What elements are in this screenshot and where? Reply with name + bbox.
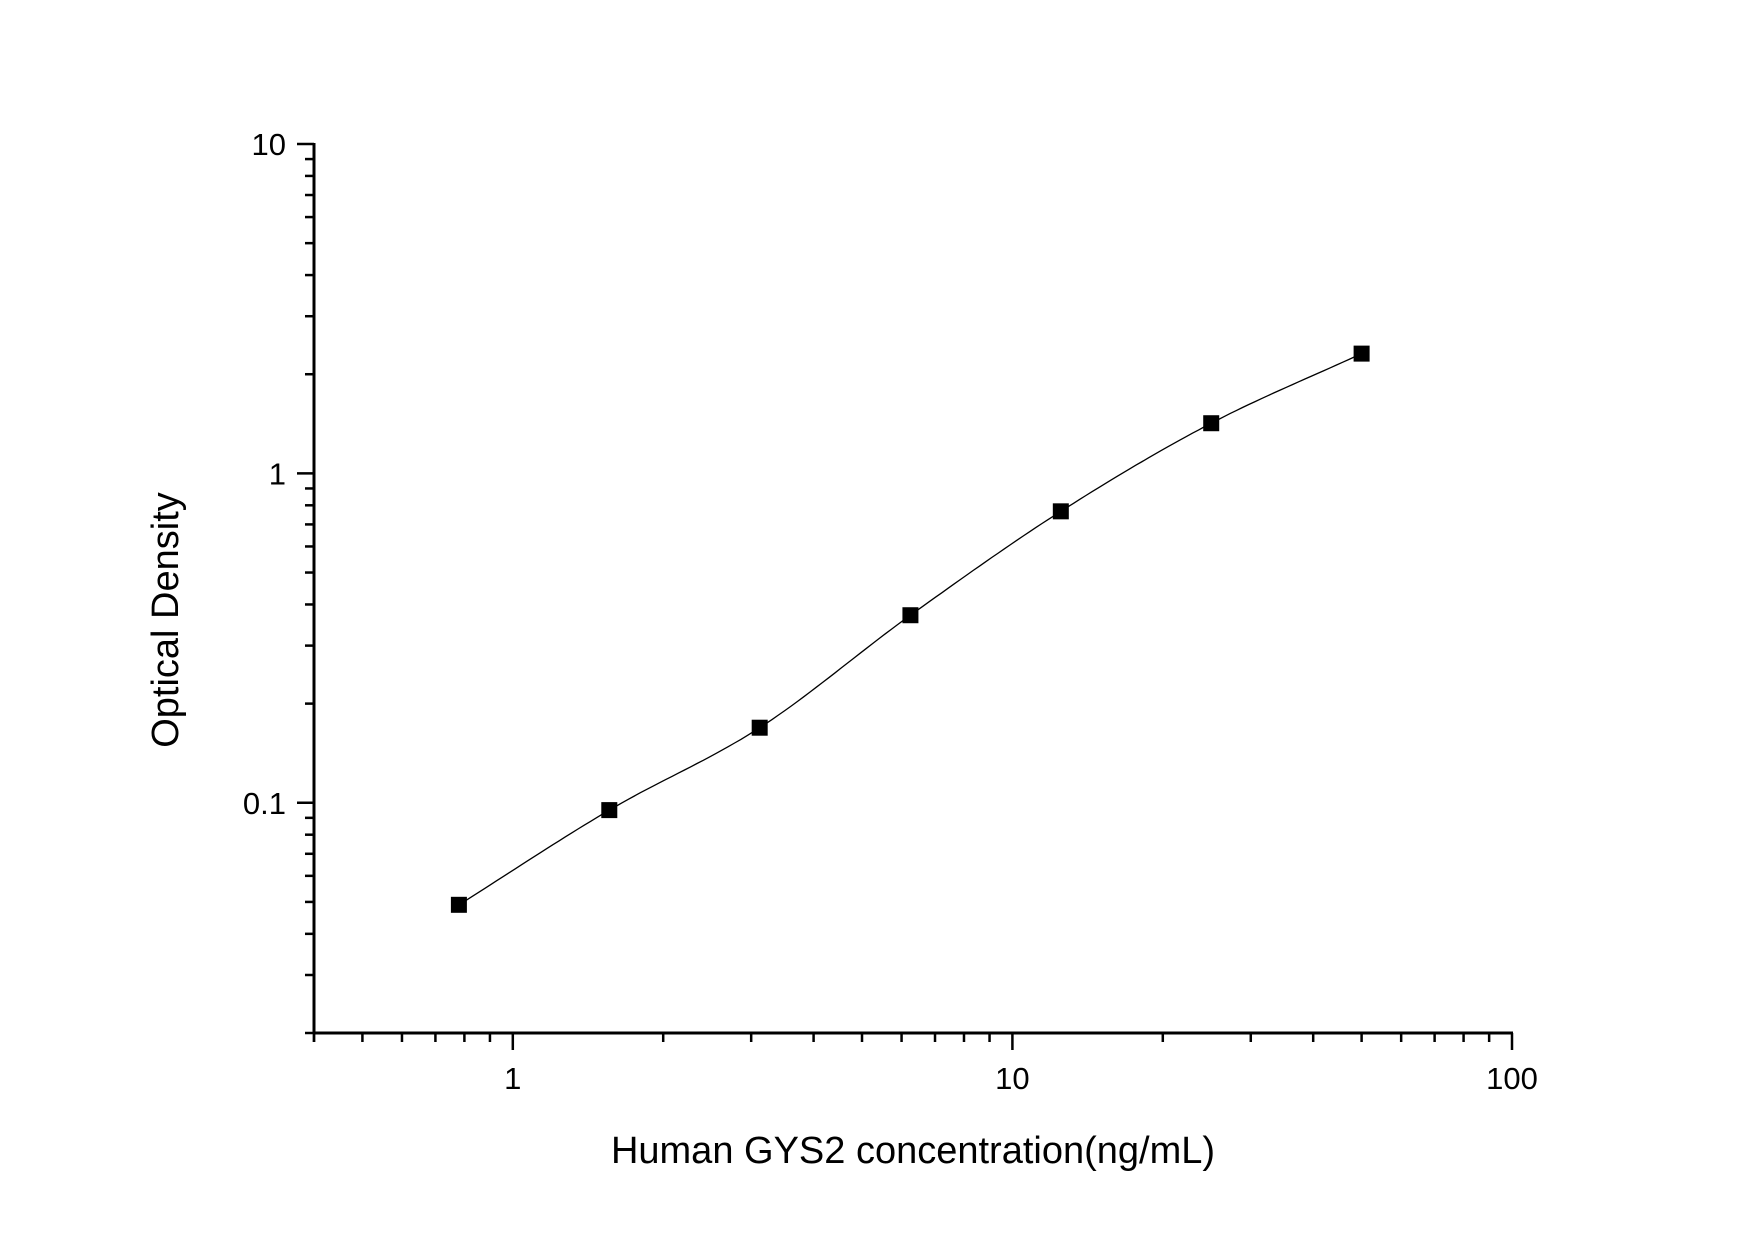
y-axis-title: Optical Density xyxy=(145,492,187,748)
x-axis: 1 10 100 xyxy=(312,1031,1538,1096)
data-markers xyxy=(450,345,1370,913)
square-marker-icon xyxy=(1203,415,1220,432)
x-tick-label: 1 xyxy=(504,1061,521,1096)
square-marker-icon xyxy=(1353,345,1370,362)
square-marker-icon xyxy=(1052,503,1069,520)
y-axis: 0.1 1 10 xyxy=(243,127,316,1035)
y-tick-label: 1 xyxy=(269,456,286,491)
square-marker-icon xyxy=(751,719,768,736)
y-tick-label: 0.1 xyxy=(243,786,286,821)
square-marker-icon xyxy=(601,802,618,819)
square-marker-icon xyxy=(450,896,467,913)
y-tick-label: 10 xyxy=(252,127,286,162)
square-marker-icon xyxy=(902,607,919,624)
x-axis-title: Human GYS2 concentration(ng/mL) xyxy=(611,1130,1215,1172)
x-tick-label: 10 xyxy=(995,1061,1029,1096)
x-tick-label: 100 xyxy=(1486,1061,1538,1096)
